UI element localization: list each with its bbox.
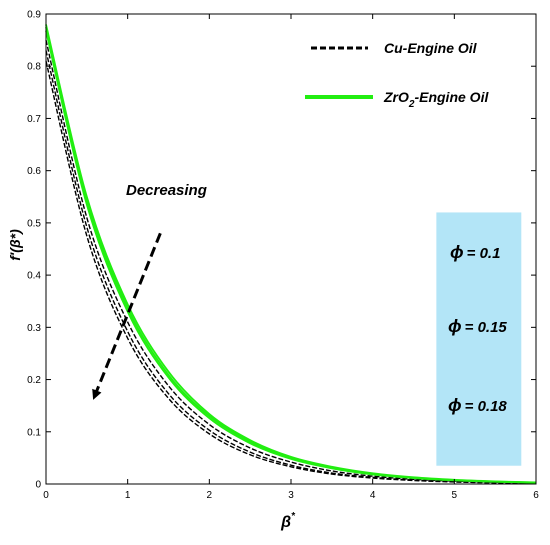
phi-symbol: ϕ bbox=[448, 316, 462, 336]
phi-symbol: ϕ bbox=[450, 242, 464, 262]
legend-label-cu: Cu-Engine Oil bbox=[384, 40, 478, 56]
phi-value: = 0.1 bbox=[467, 245, 501, 262]
legend-label-zro2-part1: ZrO bbox=[383, 89, 409, 105]
x-tick-label: 5 bbox=[452, 490, 458, 501]
phi-label-1: ϕ = 0.15 bbox=[448, 316, 507, 336]
phi-label-0: ϕ = 0.1 bbox=[450, 242, 500, 262]
x-axis-label-sup: * bbox=[291, 511, 296, 522]
x-tick-label: 0 bbox=[43, 490, 49, 501]
x-tick-label: 6 bbox=[533, 490, 539, 501]
x-axis: 0 1 2 3 4 5 6 bbox=[43, 14, 539, 501]
y-tick-label: 0.7 bbox=[27, 114, 41, 125]
y-tick-label: 0.2 bbox=[27, 375, 41, 386]
y-axis-label: f′(β*) bbox=[7, 229, 23, 261]
legend-label-zro2: ZrO2-Engine Oil bbox=[383, 89, 489, 110]
decreasing-label: Decreasing bbox=[126, 182, 207, 199]
series-line-zro2-5 bbox=[45, 30, 537, 484]
legend-label-zro2-part2: -Engine Oil bbox=[414, 89, 489, 105]
phi-labels: ϕ = 0.1 ϕ = 0.15 ϕ = 0.18 bbox=[448, 242, 507, 415]
series-line-cu-2 bbox=[45, 60, 537, 484]
x-tick-label: 3 bbox=[288, 490, 294, 501]
series-layer bbox=[45, 24, 537, 484]
y-tick-label: 0.8 bbox=[27, 62, 41, 73]
x-tick-label: 2 bbox=[207, 490, 213, 501]
x-axis-label: β* bbox=[280, 511, 296, 531]
y-tick-label: 0.9 bbox=[27, 10, 41, 21]
y-tick-label: 0.5 bbox=[27, 218, 41, 229]
phi-box-background bbox=[436, 212, 522, 466]
phi-value: = 0.18 bbox=[465, 398, 508, 415]
phi-symbol: ϕ bbox=[448, 395, 462, 415]
phi-value: = 0.15 bbox=[465, 319, 508, 336]
y-tick-label: 0.1 bbox=[27, 427, 41, 438]
y-tick-label: 0.3 bbox=[27, 323, 41, 334]
x-axis-label-main: β bbox=[280, 514, 291, 531]
phi-box bbox=[436, 212, 522, 466]
x-tick-label: 1 bbox=[125, 490, 131, 501]
annotation: Decreasing bbox=[92, 182, 207, 400]
y-tick-label: 0.4 bbox=[27, 271, 41, 282]
legend-label-zro2-sub: 2 bbox=[408, 99, 415, 110]
y-tick-label: 0.6 bbox=[27, 166, 41, 177]
legend: Cu-Engine Oil ZrO2-Engine Oil bbox=[305, 40, 489, 110]
y-axis: 0 0.1 0.2 0.3 0.4 0.5 0.6 0.7 0.8 0.9 bbox=[27, 10, 536, 491]
phi-label-2: ϕ = 0.18 bbox=[448, 395, 507, 415]
y-tick-label: 0 bbox=[35, 480, 41, 491]
x-tick-label: 4 bbox=[370, 490, 376, 501]
